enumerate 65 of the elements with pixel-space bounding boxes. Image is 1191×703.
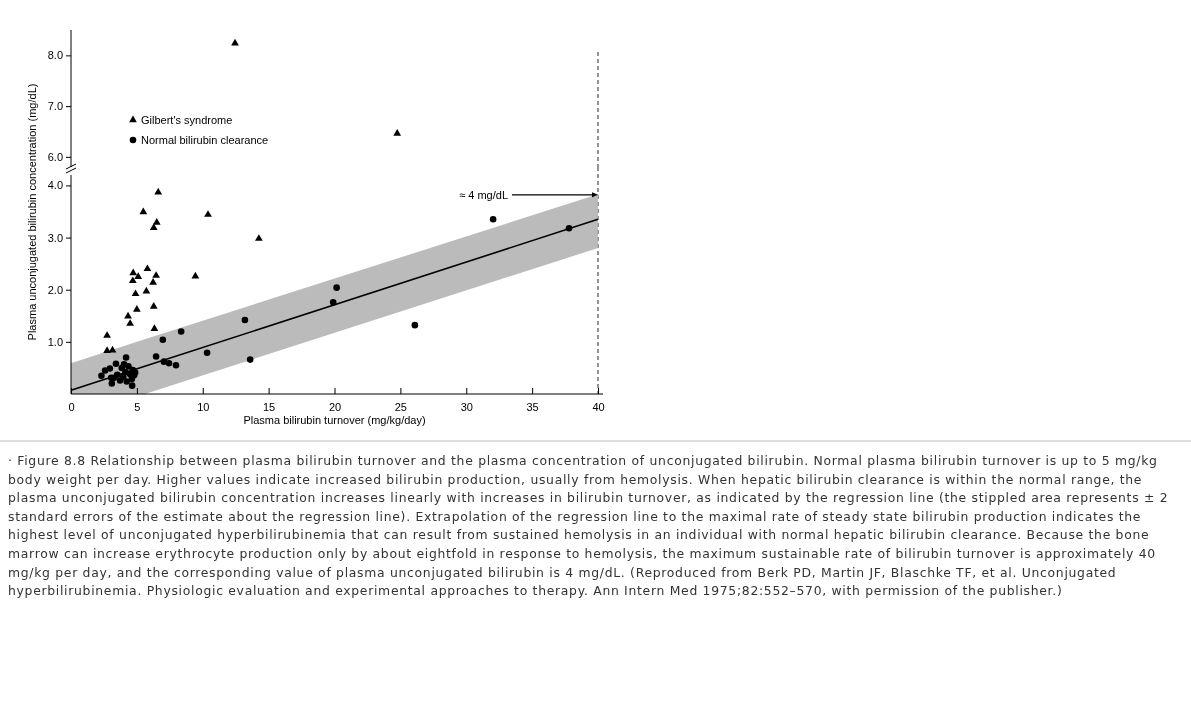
point — [149, 223, 158, 230]
point — [126, 319, 135, 326]
text: · Figure 8.8 Relationship between plasma bilirubin turnover and the plasma concentration of unconjugated bilirubin. Normal plasma bilirubin turnover is up to 5 mg/kg body weight per day. Higher values indicate increased bilirubin production, usually from hemolysis. When hepatic bilirubin clearance is within the normal range, the plasma unconjugated bilirubin concentration increases linearly with increases in bilirubin turnover, as indicated by the regression line (the stippled area represents ± 2 standard errors of the estimate about the regression line). Extrapolation of the regression line to the maximal rate of steady state bilirubin production indicates the highest level of unconjugated hyperbilirubinemia that can result from sustained hemolysis in an individual with normal hepatic bilirubin clearance. Because the bone marrow can increase erythrocyte production only by about eightfold in response to hemolysis, the maximum sustainable rate of bilirubin turnover is approximately 40 mg/kg per day, and the corresponding value of plasma unconjugated bilirubin is 4 mg/dL. (Reproduced from Berk PD, Martin JF, Blaschke TF, et al. Unconjugated hyperbilirubinemia. Physiologic evaluation and experimental approaches to therapy. Ann Intern Med 1975;82:552–570, with permission of the publisher.) — [8, 453, 1169, 599]
point — [333, 284, 340, 291]
x-axis-title: Plasma bilirubin turnover (mg/kg/day) — [243, 414, 426, 426]
point — [98, 372, 105, 380]
point — [133, 305, 141, 312]
y-axis-title: Plasma unconjugated bilirubin concentration (mg/dL) — [26, 83, 38, 341]
y-tick-label: 4.0 — [47, 179, 63, 192]
point — [131, 289, 140, 297]
point — [123, 378, 131, 385]
x-tick-label: 15 — [263, 401, 276, 414]
point — [112, 360, 120, 368]
point — [241, 316, 249, 324]
point — [103, 346, 111, 353]
point — [204, 210, 212, 217]
point — [106, 365, 114, 372]
point — [177, 328, 185, 335]
x-tick-label: 40 — [592, 401, 605, 414]
point — [565, 224, 573, 232]
point — [255, 234, 263, 241]
point — [108, 380, 116, 387]
x-tick-label: 5 — [134, 401, 141, 414]
x-tick-label: 30 — [460, 401, 473, 414]
point — [159, 336, 167, 344]
legend-label: Normal bilirubin clearance — [141, 134, 269, 146]
x-tick-label: 20 — [328, 401, 342, 414]
point — [149, 301, 158, 309]
point — [329, 298, 337, 306]
point — [203, 349, 211, 357]
point — [103, 331, 111, 338]
y-tick-label: 3.0 — [47, 231, 63, 244]
point — [165, 359, 173, 367]
point — [143, 264, 152, 272]
point — [246, 356, 254, 363]
legend-label: Gilbert's syndrome — [141, 114, 233, 126]
y-tick-label: 8.0 — [47, 49, 63, 62]
y-tick-label: 2.0 — [47, 283, 63, 296]
point — [128, 382, 136, 389]
point — [152, 271, 160, 278]
point — [150, 324, 159, 332]
point — [139, 207, 148, 215]
x-tick-label: 25 — [394, 401, 407, 414]
point — [134, 272, 143, 279]
y-tick-label: 6.0 — [47, 150, 63, 163]
point — [128, 276, 137, 284]
point — [122, 354, 130, 361]
point — [108, 345, 117, 353]
point — [172, 362, 180, 369]
point — [160, 358, 168, 365]
point — [142, 286, 151, 294]
x-tick-label: 10 — [197, 401, 210, 414]
point — [124, 311, 132, 319]
y-tick-label: 7.0 — [47, 100, 63, 113]
point — [152, 353, 160, 360]
point — [411, 321, 419, 329]
point — [149, 277, 157, 285]
point — [152, 217, 161, 225]
x-tick-label: 35 — [526, 401, 539, 414]
x-tick-label: 0 — [68, 401, 75, 414]
y-tick-label: 1.0 — [47, 335, 63, 348]
point — [129, 268, 138, 276]
annotation: ≈ 4 mg/dL — [459, 188, 508, 201]
point — [489, 216, 497, 223]
point — [120, 360, 128, 368]
